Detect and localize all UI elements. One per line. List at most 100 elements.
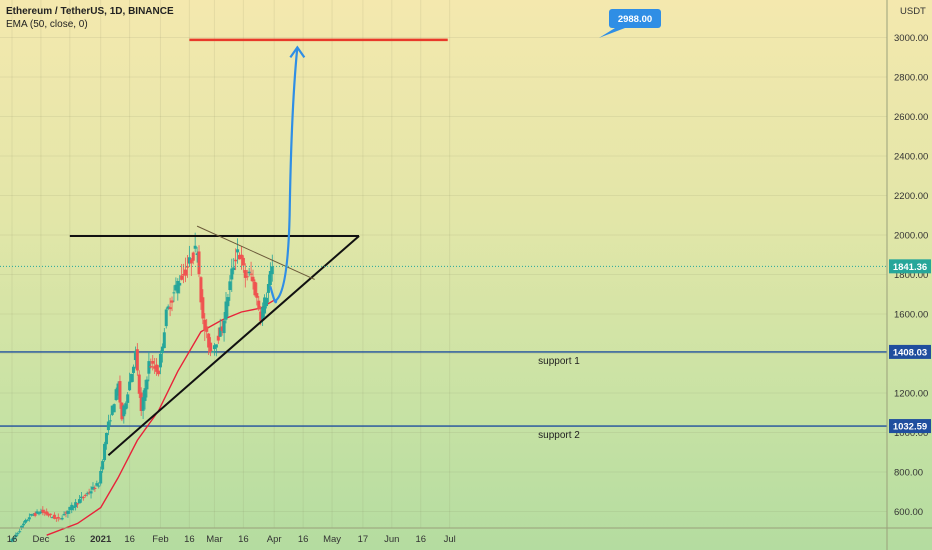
candle[interactable] <box>27 517 31 520</box>
candle[interactable] <box>178 282 182 286</box>
candle[interactable] <box>108 420 112 422</box>
candle[interactable] <box>124 403 128 410</box>
candle[interactable] <box>230 268 234 280</box>
candle[interactable] <box>164 309 168 327</box>
candle[interactable] <box>45 511 49 515</box>
candle[interactable] <box>251 276 255 282</box>
candle[interactable] <box>211 351 215 353</box>
candle[interactable] <box>158 353 162 368</box>
candle[interactable] <box>182 274 186 276</box>
candle[interactable] <box>23 520 27 523</box>
candle[interactable] <box>66 510 70 514</box>
candle[interactable] <box>120 402 124 420</box>
candle[interactable] <box>137 374 141 394</box>
candle[interactable] <box>139 392 143 412</box>
candle[interactable] <box>234 259 238 262</box>
candle[interactable] <box>130 373 134 383</box>
candle[interactable] <box>29 514 33 516</box>
candle[interactable] <box>12 537 16 540</box>
candle[interactable] <box>185 266 189 268</box>
candle[interactable] <box>187 257 191 264</box>
candle[interactable] <box>97 485 101 487</box>
candle[interactable] <box>128 381 132 391</box>
candle[interactable] <box>70 504 74 511</box>
candle[interactable] <box>22 523 26 526</box>
candle[interactable] <box>241 257 245 266</box>
candle[interactable] <box>74 502 78 508</box>
candle[interactable] <box>199 277 203 303</box>
candle[interactable] <box>43 511 47 514</box>
candle[interactable] <box>106 421 110 431</box>
candle[interactable] <box>257 300 261 310</box>
rising-trendline[interactable] <box>107 235 360 456</box>
candle[interactable] <box>236 249 240 253</box>
candle[interactable] <box>81 497 85 499</box>
candle[interactable] <box>172 292 176 294</box>
candle[interactable] <box>99 470 103 484</box>
candle[interactable] <box>60 517 64 520</box>
candle[interactable] <box>68 506 72 510</box>
candle[interactable] <box>153 366 157 369</box>
candle[interactable] <box>116 383 120 396</box>
candle[interactable] <box>193 245 197 249</box>
candle[interactable] <box>180 275 184 280</box>
candle[interactable] <box>91 486 95 490</box>
candle[interactable] <box>168 307 172 310</box>
candle[interactable] <box>122 405 126 417</box>
candle[interactable] <box>261 307 265 321</box>
candle[interactable] <box>189 259 193 264</box>
candle[interactable] <box>203 319 207 331</box>
candle[interactable] <box>54 517 58 519</box>
candle[interactable] <box>83 494 87 496</box>
candle[interactable] <box>224 301 228 320</box>
candle[interactable] <box>205 326 209 332</box>
candle[interactable] <box>103 443 107 461</box>
candle[interactable] <box>263 297 267 314</box>
candle[interactable] <box>20 525 24 529</box>
candle[interactable] <box>39 511 43 514</box>
candle[interactable] <box>118 381 122 403</box>
candle[interactable] <box>41 509 45 513</box>
candle[interactable] <box>266 283 270 293</box>
candle[interactable] <box>133 350 137 361</box>
candle[interactable] <box>149 366 153 368</box>
candle[interactable] <box>220 326 224 332</box>
candle[interactable] <box>143 388 147 401</box>
candle[interactable] <box>14 534 18 537</box>
ema-line[interactable] <box>46 299 275 536</box>
candle[interactable] <box>209 342 213 353</box>
candle[interactable] <box>56 516 60 518</box>
candle[interactable] <box>214 344 218 348</box>
candle[interactable] <box>112 404 116 413</box>
candle[interactable] <box>264 297 268 307</box>
candle[interactable] <box>232 267 236 271</box>
candle[interactable] <box>268 271 272 286</box>
candle[interactable] <box>270 266 274 275</box>
candle[interactable] <box>145 379 149 390</box>
candle[interactable] <box>197 251 201 275</box>
candle[interactable] <box>89 491 93 494</box>
candle[interactable] <box>166 306 170 309</box>
candle[interactable] <box>58 518 62 520</box>
candle[interactable] <box>151 361 155 364</box>
candle[interactable] <box>62 514 66 516</box>
candle[interactable] <box>135 349 139 371</box>
candle[interactable] <box>226 297 230 307</box>
candle[interactable] <box>216 335 220 341</box>
candle[interactable] <box>76 503 80 505</box>
candle[interactable] <box>25 519 29 521</box>
candle[interactable] <box>239 254 243 259</box>
candle[interactable] <box>37 513 41 515</box>
candle[interactable] <box>114 389 118 401</box>
candle[interactable] <box>222 320 226 334</box>
candle[interactable] <box>160 346 164 354</box>
projection-curve[interactable] <box>269 47 299 304</box>
candle[interactable] <box>162 332 166 349</box>
falling-trendline[interactable] <box>196 225 315 280</box>
candle[interactable] <box>50 517 54 519</box>
candle[interactable] <box>207 333 211 348</box>
candle[interactable] <box>77 499 81 504</box>
candle[interactable] <box>249 273 253 275</box>
candle[interactable] <box>141 397 145 411</box>
